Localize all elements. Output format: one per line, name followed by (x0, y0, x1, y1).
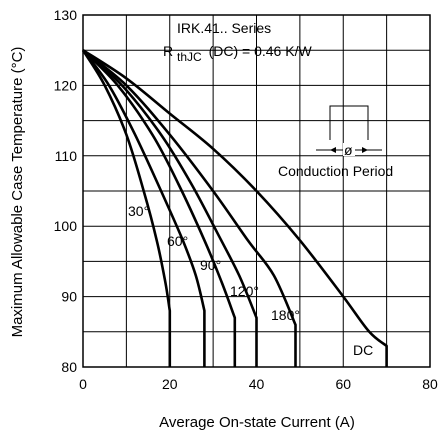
series-label-30: 30° (128, 203, 149, 219)
series-line-4 (82, 49, 297, 367)
x-tick-label: 0 (79, 376, 87, 392)
arrow-head-left (330, 147, 336, 153)
x-tick-label: 40 (249, 376, 265, 392)
tick-labels: 0 20 40 60 80 80 90 100 110 120 130 (54, 7, 438, 392)
series-label-60: 60° (167, 233, 188, 249)
series-label-120: 120° (230, 283, 259, 299)
phi-backdrop (343, 143, 355, 156)
rth-subscript: thJC (177, 50, 202, 64)
series-label-180: 180° (271, 307, 300, 323)
rth-prefix: R (163, 43, 173, 59)
series-line-2 (82, 49, 237, 367)
grid (83, 15, 430, 367)
y-tick-label: 90 (61, 289, 77, 305)
series-label-dc: DC (353, 342, 373, 358)
series-label-90: 90° (200, 257, 221, 273)
series-line-1 (81, 49, 206, 367)
series-title: IRK.41.. Series (177, 20, 271, 36)
y-tick-label: 100 (54, 218, 78, 234)
series-line-0 (81, 49, 172, 367)
series-lines (81, 49, 388, 367)
y-tick-label: 120 (54, 77, 78, 93)
y-axis-title: Maximum Allowable Case Temperature (°C) (9, 47, 26, 338)
y-tick-label: 80 (61, 359, 77, 375)
x-tick-label: 20 (162, 376, 178, 392)
conduction-period-inset: ø Conduction Period (278, 105, 393, 179)
x-tick-label: 60 (335, 376, 351, 392)
conduction-period-label: Conduction Period (278, 163, 393, 179)
series-line-3 (82, 49, 258, 367)
y-tick-label: 130 (54, 7, 78, 23)
y-tick-label: 110 (55, 148, 78, 164)
rth-annotation: R thJC (DC) = 0.46 K/W (163, 43, 312, 64)
arrow-head-right (362, 147, 368, 153)
phi-symbol: ø (344, 142, 353, 158)
x-tick-label: 80 (422, 376, 438, 392)
series-line-5 (82, 49, 388, 367)
x-axis-title: Average On-state Current (A) (159, 414, 355, 431)
conduction-pulse (329, 105, 369, 140)
rth-suffix: (DC) = 0.46 K/W (209, 43, 313, 59)
